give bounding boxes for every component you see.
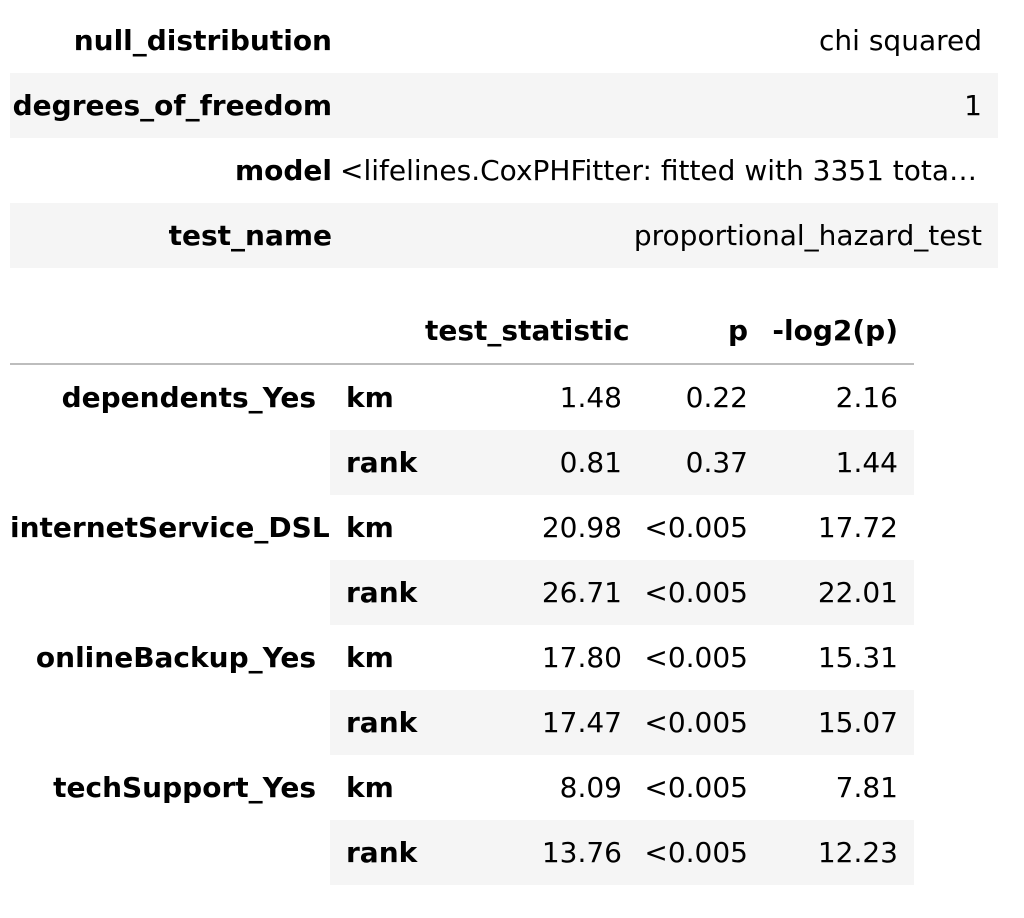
test-statistic-cell: 26.71 bbox=[425, 560, 638, 625]
header-test-statistic: test_statistic bbox=[425, 298, 638, 365]
header-neg-log2-p: -log2(p) bbox=[764, 298, 914, 365]
p-cell: <0.005 bbox=[644, 511, 748, 544]
results-header-row: test_statistic p -log2(p) bbox=[10, 298, 914, 365]
variable-label: techSupport_Yes bbox=[10, 755, 330, 820]
variable-label bbox=[10, 820, 330, 885]
table-row: rank 13.76 <0.005 12.23 bbox=[10, 820, 914, 885]
variable-label bbox=[10, 430, 330, 495]
test-statistic-cell: 20.98 bbox=[541, 511, 622, 544]
header-blank-variable bbox=[10, 298, 330, 365]
test-statistic-cell: 1.48 bbox=[559, 381, 622, 414]
p-cell: <0.005 bbox=[644, 641, 748, 674]
summary-key: degrees_of_freedom bbox=[10, 73, 340, 138]
variable-label bbox=[10, 690, 330, 755]
neg-log2-p-cell: 15.07 bbox=[764, 690, 914, 755]
p-cell: <0.005 bbox=[638, 820, 764, 885]
variable-label: dependents_Yes bbox=[10, 364, 330, 430]
p-cell: 0.37 bbox=[638, 430, 764, 495]
summary-value: proportional_hazard_test bbox=[340, 203, 998, 268]
summary-row: test_name proportional_hazard_test bbox=[10, 203, 998, 268]
p-cell: <0.005 bbox=[638, 690, 764, 755]
table-row: rank 17.47 <0.005 15.07 bbox=[10, 690, 914, 755]
test-statistic-cell: 17.80 bbox=[541, 641, 622, 674]
variable-label: internetService_DSL bbox=[10, 495, 330, 560]
header-p: p bbox=[638, 298, 764, 365]
table-row: dependents_Yes km 1.48 0.22 2.16 bbox=[10, 364, 914, 430]
neg-log2-p-cell: 2.16 bbox=[835, 381, 898, 414]
variable-label bbox=[10, 560, 330, 625]
neg-log2-p-cell: 12.23 bbox=[764, 820, 914, 885]
test-statistic-cell: 0.81 bbox=[425, 430, 638, 495]
summary-key: model bbox=[234, 154, 332, 187]
test-statistic-cell: 8.09 bbox=[559, 771, 622, 804]
method-label: rank bbox=[330, 690, 425, 755]
header-blank-method bbox=[330, 298, 425, 365]
method-label: km bbox=[346, 641, 394, 674]
p-cell: <0.005 bbox=[638, 560, 764, 625]
table-row: rank 26.71 <0.005 22.01 bbox=[10, 560, 914, 625]
summary-key: null_distribution bbox=[73, 24, 332, 57]
results-table: test_statistic p -log2(p) dependents_Yes… bbox=[10, 298, 914, 885]
neg-log2-p-cell: 17.72 bbox=[817, 511, 898, 544]
summary-value: 1 bbox=[340, 73, 998, 138]
p-cell: <0.005 bbox=[644, 771, 748, 804]
method-label: km bbox=[346, 511, 394, 544]
neg-log2-p-cell: 15.31 bbox=[817, 641, 898, 674]
variable-label: onlineBackup_Yes bbox=[10, 625, 330, 690]
summary-value: <lifelines.CoxPHFitter: fitted with 3351… bbox=[340, 154, 984, 187]
method-label: km bbox=[346, 381, 394, 414]
summary-table: null_distribution chi squared degrees_of… bbox=[10, 8, 998, 268]
table-row: internetService_DSL km 20.98 <0.005 17.7… bbox=[10, 495, 914, 560]
test-statistic-cell: 17.47 bbox=[425, 690, 638, 755]
method-label: rank bbox=[330, 820, 425, 885]
p-cell: 0.22 bbox=[685, 381, 748, 414]
neg-log2-p-cell: 1.44 bbox=[764, 430, 914, 495]
summary-row: null_distribution chi squared bbox=[10, 8, 998, 73]
method-label: km bbox=[346, 771, 394, 804]
summary-value: chi squared bbox=[819, 24, 982, 57]
summary-key: test_name bbox=[10, 203, 340, 268]
summary-row: degrees_of_freedom 1 bbox=[10, 73, 998, 138]
method-label: rank bbox=[330, 560, 425, 625]
neg-log2-p-cell: 22.01 bbox=[764, 560, 914, 625]
test-statistic-cell: 13.76 bbox=[425, 820, 638, 885]
table-row: techSupport_Yes km 8.09 <0.005 7.81 bbox=[10, 755, 914, 820]
summary-row: model <lifelines.CoxPHFitter: fitted wit… bbox=[10, 138, 998, 203]
method-label: rank bbox=[330, 430, 425, 495]
table-row: onlineBackup_Yes km 17.80 <0.005 15.31 bbox=[10, 625, 914, 690]
neg-log2-p-cell: 7.81 bbox=[835, 771, 898, 804]
table-row: rank 0.81 0.37 1.44 bbox=[10, 430, 914, 495]
